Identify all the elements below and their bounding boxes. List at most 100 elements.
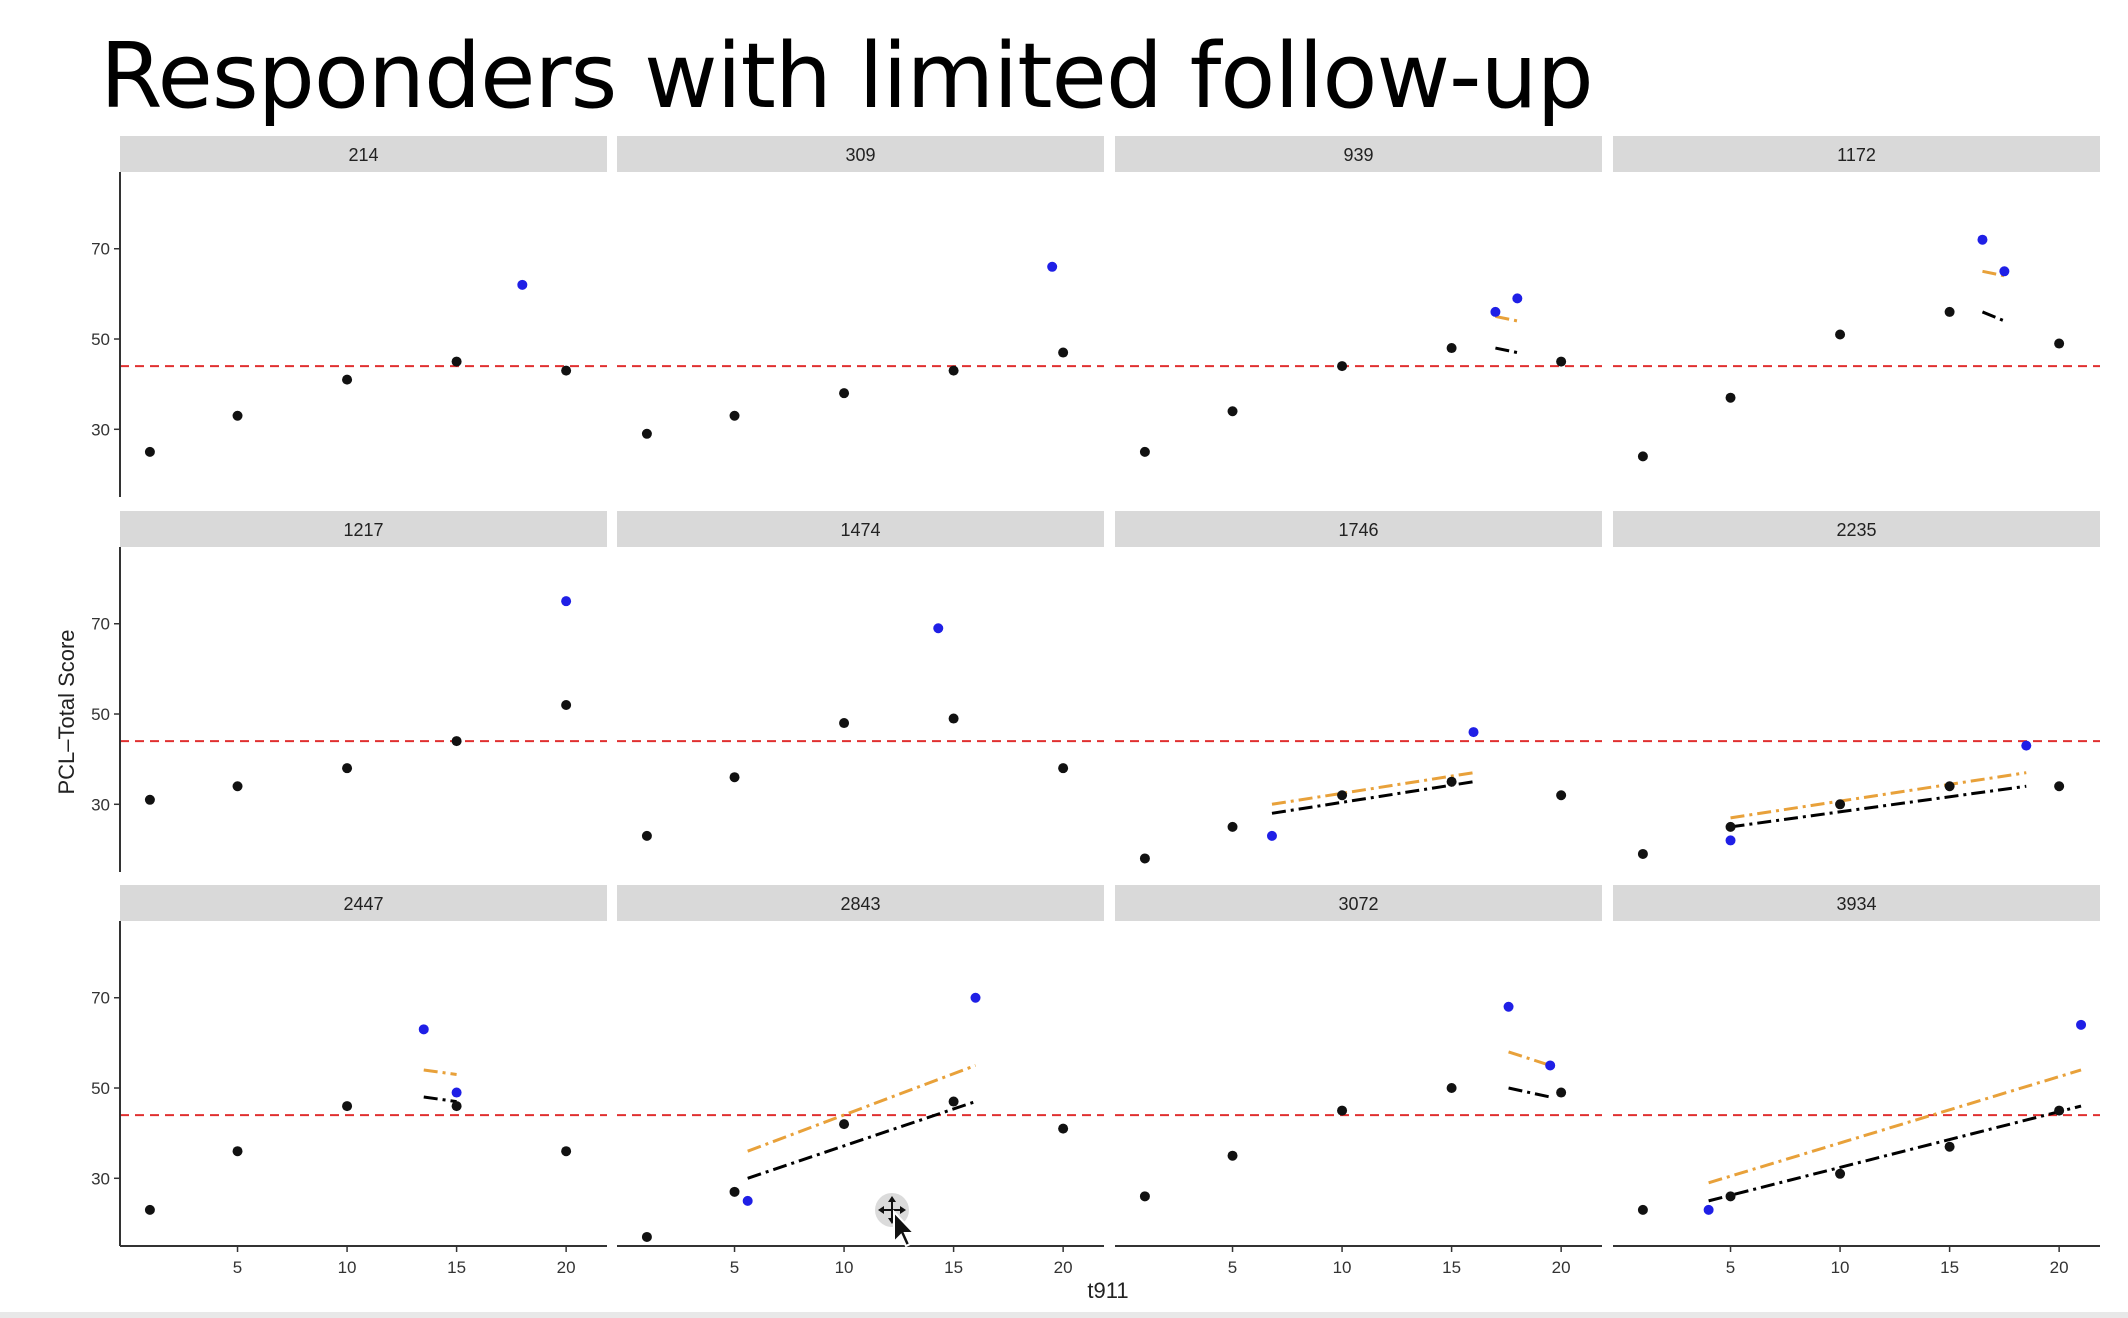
- data-point: [948, 1096, 959, 1107]
- data-point: [839, 1119, 850, 1130]
- facet-strip-label: 214: [348, 145, 378, 165]
- facet-panel-1172: 1172: [1613, 136, 2100, 462]
- highlight-point: [1468, 727, 1479, 738]
- highlight-point: [1503, 1001, 1514, 1012]
- x-tick-label: 15: [944, 1258, 963, 1277]
- fit-line-black: [1508, 1086, 1551, 1099]
- x-tick-label: 20: [1054, 1258, 1073, 1277]
- y-tick-label: 50: [91, 705, 110, 724]
- facet-strip-label: 1474: [840, 520, 880, 540]
- data-point: [729, 1186, 740, 1197]
- data-point: [1139, 446, 1150, 457]
- facet-panels: 214 30 50 70 309 939 1172 1217 30 50 70 1474 1746 223…: [91, 136, 2100, 1277]
- facet-strip: [1613, 885, 2100, 921]
- facet-panel-1474: 1474: [617, 511, 1104, 841]
- data-point: [1227, 821, 1238, 832]
- highlight-point: [2076, 1019, 2087, 1030]
- highlight-point: [1725, 835, 1736, 846]
- facet-strip: [1115, 136, 1602, 172]
- data-point: [451, 736, 462, 747]
- data-point: [1337, 1105, 1348, 1116]
- x-tick-label: 5: [1228, 1258, 1237, 1277]
- y-tick-label: 30: [91, 795, 110, 814]
- data-point: [1835, 329, 1846, 340]
- x-tick-label: 5: [730, 1258, 739, 1277]
- x-tick-label: 15: [1940, 1258, 1959, 1277]
- facet-strip-label: 2235: [1836, 520, 1876, 540]
- highlight-point: [2021, 740, 2032, 751]
- facet-panel-2843: 2843: [617, 885, 1104, 1242]
- data-point: [342, 1101, 353, 1112]
- highlight-point: [742, 1195, 753, 1206]
- data-point: [1556, 790, 1567, 801]
- data-point: [839, 718, 850, 729]
- fit-line-black: [423, 1095, 457, 1104]
- data-point: [232, 781, 243, 792]
- data-point: [1058, 1123, 1069, 1134]
- move-cursor-icon: [875, 1193, 917, 1248]
- x-tick-label: 20: [2050, 1258, 2069, 1277]
- data-point: [561, 1146, 572, 1157]
- facet-panel-2447: 2447 30 50 70: [91, 885, 607, 1246]
- data-point: [1139, 853, 1150, 864]
- x-axis-title: t911: [1087, 1278, 1128, 1303]
- fit-line-black: [1708, 1104, 2082, 1203]
- facet-strip: [617, 885, 1104, 921]
- data-point: [1446, 1083, 1457, 1094]
- facet-strip: [1115, 511, 1602, 547]
- highlight-point: [561, 596, 572, 607]
- data-point: [1556, 1087, 1567, 1098]
- data-point: [948, 365, 959, 376]
- data-point: [1058, 763, 1069, 774]
- data-point: [641, 428, 652, 439]
- fit-line-black: [1495, 346, 1518, 355]
- facet-panel-1746: 1746: [1115, 511, 1602, 864]
- facet-panel-309: 309: [617, 136, 1104, 439]
- data-point: [1944, 1141, 1955, 1152]
- facet-strip: [617, 511, 1104, 547]
- facet-panel-214: 214 30 50 70: [91, 136, 607, 497]
- facet-strip: [1613, 511, 2100, 547]
- x-tick-label: 10: [835, 1258, 854, 1277]
- highlight-point: [933, 623, 944, 634]
- data-point: [641, 1231, 652, 1242]
- y-tick-label: 70: [91, 240, 110, 259]
- facet-strip: [1115, 885, 1602, 921]
- facet-strip-label: 3072: [1338, 894, 1378, 914]
- data-point: [641, 830, 652, 841]
- facet-panel-3934: 3934: [1613, 885, 2100, 1215]
- data-point: [1446, 776, 1457, 787]
- data-point: [232, 410, 243, 421]
- facet-strip-label: 1217: [343, 520, 383, 540]
- facet-strip-label: 309: [845, 145, 875, 165]
- highlight-point: [418, 1024, 429, 1035]
- data-point: [1139, 1191, 1150, 1202]
- data-point: [561, 365, 572, 376]
- data-point: [1725, 821, 1736, 832]
- y-tick-label: 30: [91, 1169, 110, 1188]
- highlight-point: [1047, 261, 1058, 272]
- data-point: [839, 388, 850, 399]
- fit-line-black: [1730, 784, 2027, 829]
- data-point: [1446, 343, 1457, 354]
- data-point: [948, 713, 959, 724]
- highlight-point: [1977, 234, 1988, 245]
- highlight-point: [1490, 306, 1501, 317]
- facet-strip-label: 1746: [1338, 520, 1378, 540]
- facet-panel-2235: 2235: [1613, 511, 2100, 859]
- x-tick-label: 15: [1442, 1258, 1461, 1277]
- data-point: [342, 374, 353, 385]
- data-point: [1337, 790, 1348, 801]
- facet-strip: [120, 136, 607, 172]
- x-tick-label: 5: [1726, 1258, 1735, 1277]
- fit-line-orange: [1508, 1050, 1551, 1067]
- data-point: [1944, 306, 1955, 317]
- highlight-point: [451, 1087, 462, 1098]
- facet-strip-label: 2447: [343, 894, 383, 914]
- highlight-point: [1703, 1204, 1714, 1215]
- x-tick-label: 10: [1333, 1258, 1352, 1277]
- y-axis-title: PCL–Total Score: [54, 629, 79, 794]
- facet-strip-label: 2843: [840, 894, 880, 914]
- data-point: [144, 1204, 155, 1215]
- y-tick-label: 50: [91, 1079, 110, 1098]
